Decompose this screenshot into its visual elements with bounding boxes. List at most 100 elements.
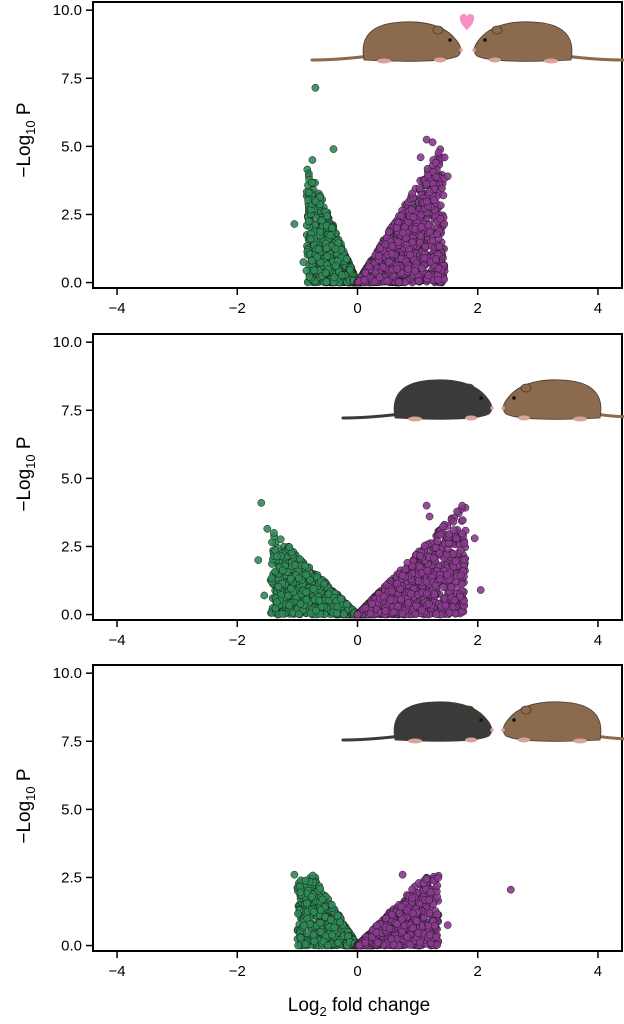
data-point [309,585,318,593]
data-point [431,158,440,167]
data-point [445,609,454,617]
data-point [322,244,331,253]
data-point [379,263,387,271]
x-tick-label: −2 [229,963,246,980]
data-point [395,278,403,286]
data-point [412,601,420,610]
data-point [388,242,397,251]
y-tick-label: 5.0 [61,801,82,818]
data-point [422,501,431,510]
data-point [353,610,362,619]
x-tick-label: 0 [353,963,361,980]
data-point [308,178,316,187]
data-point [388,587,396,596]
volcano-panel-bottom: 0.02.55.07.510.0−4 −2 0 2 4 [53,664,624,980]
data-point [366,609,375,618]
data-point [375,252,383,260]
data-point [407,589,415,598]
data-point [432,610,441,619]
data-point [456,546,465,555]
data-point [430,590,439,598]
data-point [387,249,396,258]
data-point [392,579,401,588]
plot-frame [92,333,623,621]
data-point [435,242,444,251]
data-point [420,541,429,550]
data-point [299,258,308,266]
data-point [411,610,420,618]
data-point [418,264,426,273]
data-point [414,277,423,285]
y-tick-label: 10.0 [53,334,82,351]
data-point [436,214,445,223]
data-point [323,252,332,261]
data-point [306,235,315,243]
data-point [443,172,452,181]
data-point [428,138,437,147]
data-point [267,574,276,583]
data-point [453,507,461,516]
data-point [447,583,456,591]
data-point [287,584,295,593]
data-point [449,517,458,526]
data-point [394,238,403,247]
data-point [407,205,416,214]
data-point [436,575,444,584]
data-point [436,530,445,539]
data-point [431,543,440,552]
data-point [423,566,432,575]
data-point [458,580,466,589]
data-point [408,189,416,198]
x-tick-label: 0 [353,632,361,649]
data-point [404,265,413,273]
y-tick-label: 5.0 [61,470,82,487]
data-point [420,254,429,263]
data-point [312,606,320,615]
y-tick-label: 7.5 [61,70,82,87]
data-point [441,601,450,610]
data-point [401,565,410,573]
data-point [381,607,390,615]
data-point [272,598,281,606]
data-points [290,83,452,287]
data-point [452,534,461,543]
data-point [436,201,445,210]
data-point [331,262,340,270]
data-point [458,529,467,538]
data-point [329,145,338,153]
data-point [425,188,434,197]
data-point [422,179,431,188]
heart-icon [459,14,475,30]
data-point [381,240,390,249]
data-point [439,522,447,531]
data-point [311,83,320,92]
data-point [339,610,348,619]
data-point [304,188,313,197]
data-point [408,238,417,247]
data-point [422,589,431,598]
vole-icon [310,21,463,64]
data-point [430,196,439,205]
data-point [337,594,346,603]
data-point [397,211,406,220]
data-point [415,184,424,192]
y-tick-label: 2.5 [61,869,82,886]
data-point [384,227,393,236]
data-point [440,153,449,162]
x-tick-label: −2 [229,300,246,317]
data-point [411,267,419,275]
data-point [424,221,433,230]
data-point [439,583,448,591]
data-point [425,228,434,236]
x-tick-label: 4 [594,963,602,980]
data-point [314,245,323,253]
data-points [254,499,485,619]
data-point [470,534,479,543]
data-point [383,277,392,286]
y-tick-label: 7.5 [61,402,82,419]
data-point [399,229,408,237]
data-point [423,197,431,206]
data-point [316,227,325,236]
data-point [304,217,313,226]
data-point [431,581,440,590]
